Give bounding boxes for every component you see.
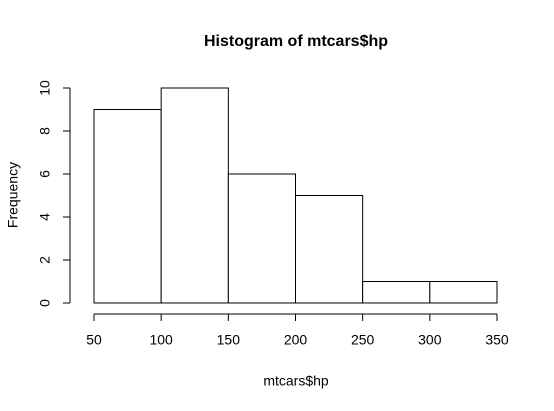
x-axis-label: mtcars$hp (263, 373, 329, 389)
y-tick-label: 6 (37, 170, 53, 178)
x-tick-label: 350 (485, 332, 509, 348)
bar (227, 173, 296, 304)
y-tick-label: 0 (37, 299, 53, 307)
bar (160, 87, 229, 304)
x-tick-label: 100 (149, 332, 173, 348)
bar (93, 109, 162, 304)
y-tick-label: 2 (37, 256, 53, 264)
x-tick-label: 250 (351, 332, 375, 348)
y-tick-label: 10 (37, 80, 53, 96)
bar (295, 195, 364, 304)
bar (429, 281, 498, 304)
y-tick-label: 8 (37, 127, 53, 135)
x-tick-label: 300 (418, 332, 442, 348)
x-tick-label: 200 (284, 332, 308, 348)
x-tick-label: 150 (217, 332, 241, 348)
y-axis-label: Frequency (5, 162, 21, 228)
chart-title: Histogram of mtcars$hp (204, 33, 388, 50)
x-tick-label: 50 (86, 332, 102, 348)
bar (362, 281, 431, 304)
y-tick-label: 4 (37, 213, 53, 221)
